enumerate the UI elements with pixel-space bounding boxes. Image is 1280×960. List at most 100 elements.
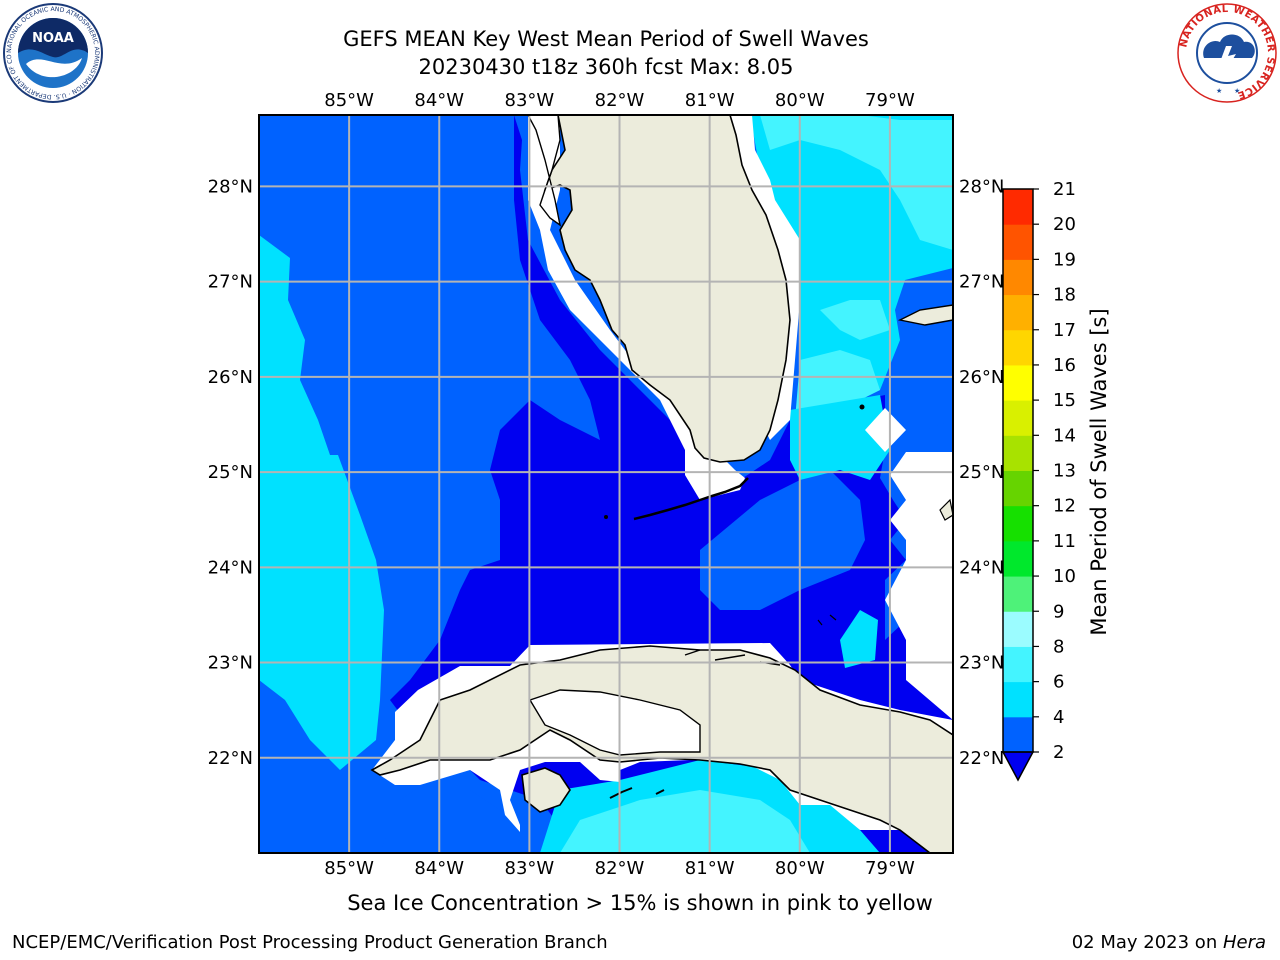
lat-label: 27°N xyxy=(959,272,1004,293)
colorbar-segment xyxy=(1003,294,1033,331)
colorbar-extend-arrow xyxy=(1001,751,1035,782)
florida-keys xyxy=(633,477,749,521)
lat-label: 26°N xyxy=(208,367,253,388)
colorbar-segment xyxy=(1003,435,1033,471)
colorbar-tick-label: 21 xyxy=(1053,179,1076,200)
colorbar-tick-label: 18 xyxy=(1053,285,1076,306)
field-8-9-south xyxy=(560,790,810,853)
lon-label: 79°W xyxy=(865,90,915,111)
lat-label: 27°N xyxy=(208,272,253,293)
lat-label: 28°N xyxy=(959,176,1004,197)
field-6-8-florida-bay xyxy=(790,395,890,480)
colorbar-segment xyxy=(1003,189,1033,225)
lon-label: 84°W xyxy=(414,90,464,111)
colorbar-tick-label: 17 xyxy=(1053,320,1076,341)
footer-date: 02 May 2023 on Hera xyxy=(1072,932,1266,953)
colorbar-tick-label: 19 xyxy=(1053,249,1076,270)
lat-label: 22°N xyxy=(959,748,1004,769)
footer-date-text: 02 May 2023 on xyxy=(1071,932,1223,953)
footer-branch: NCEP/EMC/Verification Post Processing Pr… xyxy=(12,932,608,953)
colorbar-label: Mean Period of Swell Waves [s] xyxy=(1087,308,1111,635)
svg-text:★: ★ xyxy=(1234,87,1240,95)
colorbar-segment xyxy=(1003,646,1033,683)
longitude-labels-top: 85°W 84°W 83°W 82°W 81°W 80°W 79°W xyxy=(324,90,915,111)
colorbar-segment xyxy=(1003,329,1033,366)
colorbar-segment xyxy=(1003,224,1033,260)
colorbar-segment xyxy=(1003,716,1033,753)
colorbar: 2 4 6 8 9 10 11 12 13 14 15 16 17 18 19 20 21 xyxy=(1001,179,1076,782)
lat-label: 25°N xyxy=(208,462,253,483)
field-4-6-south xyxy=(380,780,510,853)
map-subtitle-forecast: 20230430 t18z 360h fcst Max: 8.05 xyxy=(418,55,794,79)
nws-logo: NATIONAL WEATHER SERVICE ★ ★ xyxy=(1177,3,1277,103)
colorbar-tick-label: 8 xyxy=(1053,636,1064,657)
colorbar-tick-label: 15 xyxy=(1053,390,1076,411)
lat-label: 23°N xyxy=(208,653,253,674)
map-frame xyxy=(258,114,954,854)
latitude-labels-left: 28°N 27°N 26°N 25°N 24°N 23°N 22°N xyxy=(208,176,253,768)
lat-label: 24°N xyxy=(208,557,253,578)
graticule xyxy=(259,115,953,853)
lon-label: 81°W xyxy=(685,90,735,111)
lon-label: 84°W xyxy=(414,858,464,879)
colorbar-segment xyxy=(1003,400,1033,436)
lon-label: 83°W xyxy=(505,858,555,879)
colorbar-tick-label: 2 xyxy=(1053,742,1064,763)
field-8-9-east xyxy=(760,115,953,250)
lon-label: 83°W xyxy=(505,90,555,111)
field-8-9-east-low xyxy=(795,350,880,420)
noaa-logo-text: NOAA xyxy=(32,31,74,46)
lon-label: 85°W xyxy=(324,90,374,111)
colorbar-segment xyxy=(1003,540,1033,577)
colorbar-segment xyxy=(1003,259,1033,296)
lat-label: 24°N xyxy=(959,557,1004,578)
lon-label: 80°W xyxy=(775,858,825,879)
colorbar-segment xyxy=(1003,470,1033,507)
lon-label: 81°W xyxy=(685,858,735,879)
field-8-9-east-mid xyxy=(820,300,890,340)
colorbar-tick-label: 20 xyxy=(1053,214,1076,235)
colorbar-tick-label: 14 xyxy=(1053,425,1076,446)
latitude-labels-right: 28°N 27°N 26°N 25°N 24°N 23°N 22°N xyxy=(959,176,1004,768)
lon-label: 85°W xyxy=(324,858,374,879)
colorbar-tick-label: 13 xyxy=(1053,461,1076,482)
field-6-8-spot xyxy=(840,610,878,668)
lon-label: 82°W xyxy=(595,90,645,111)
footer-host: Hera xyxy=(1222,932,1266,953)
lat-label: 25°N xyxy=(959,462,1004,483)
colorbar-tick-label: 11 xyxy=(1053,531,1076,552)
bahamas-islands xyxy=(897,304,953,326)
noaa-logo: NATIONAL OCEANIC AND ATMOSPHERIC ADMINIS… xyxy=(2,2,103,103)
colorbar-tick-label: 4 xyxy=(1053,707,1064,728)
lat-label: 28°N xyxy=(208,176,253,197)
field-6-8-west xyxy=(259,235,384,770)
lon-label: 79°W xyxy=(865,858,915,879)
batabano-shelf xyxy=(528,689,701,756)
florida-land xyxy=(543,115,791,463)
colorbar-segment xyxy=(1003,505,1033,542)
nodata-bahamas-b xyxy=(885,452,953,720)
field-4-6-bahamas xyxy=(905,330,953,430)
big-bend-coast xyxy=(527,115,562,227)
nodata-bahamas-a xyxy=(865,408,906,452)
map-title: GEFS MEAN Key West Mean Period of Swell … xyxy=(343,27,869,51)
lon-label: 82°W xyxy=(595,858,645,879)
colorbar-tick-label: 16 xyxy=(1053,355,1076,376)
field-4-6-straits xyxy=(700,470,865,610)
colorbar-tick-label: 6 xyxy=(1053,672,1064,693)
lat-label: 26°N xyxy=(959,367,1004,388)
colorbar-tick-label: 10 xyxy=(1053,566,1076,587)
longitude-labels-bottom: 85°W 84°W 83°W 82°W 81°W 80°W 79°W xyxy=(324,858,915,879)
colorbar-segment xyxy=(1003,364,1033,401)
sea-ice-note: Sea Ice Concentration > 15% is shown in … xyxy=(347,891,933,915)
colorbar-tick-label: 12 xyxy=(1053,496,1076,517)
field-6-8-west-strip xyxy=(259,410,280,480)
lat-label: 23°N xyxy=(959,653,1004,674)
lon-label: 80°W xyxy=(775,90,825,111)
colorbar-segment xyxy=(1003,576,1033,612)
lat-label: 22°N xyxy=(208,748,253,769)
colorbar-tick-label: 9 xyxy=(1053,601,1064,622)
colorbar-segment xyxy=(1003,611,1033,647)
svg-text:★: ★ xyxy=(1216,87,1222,95)
